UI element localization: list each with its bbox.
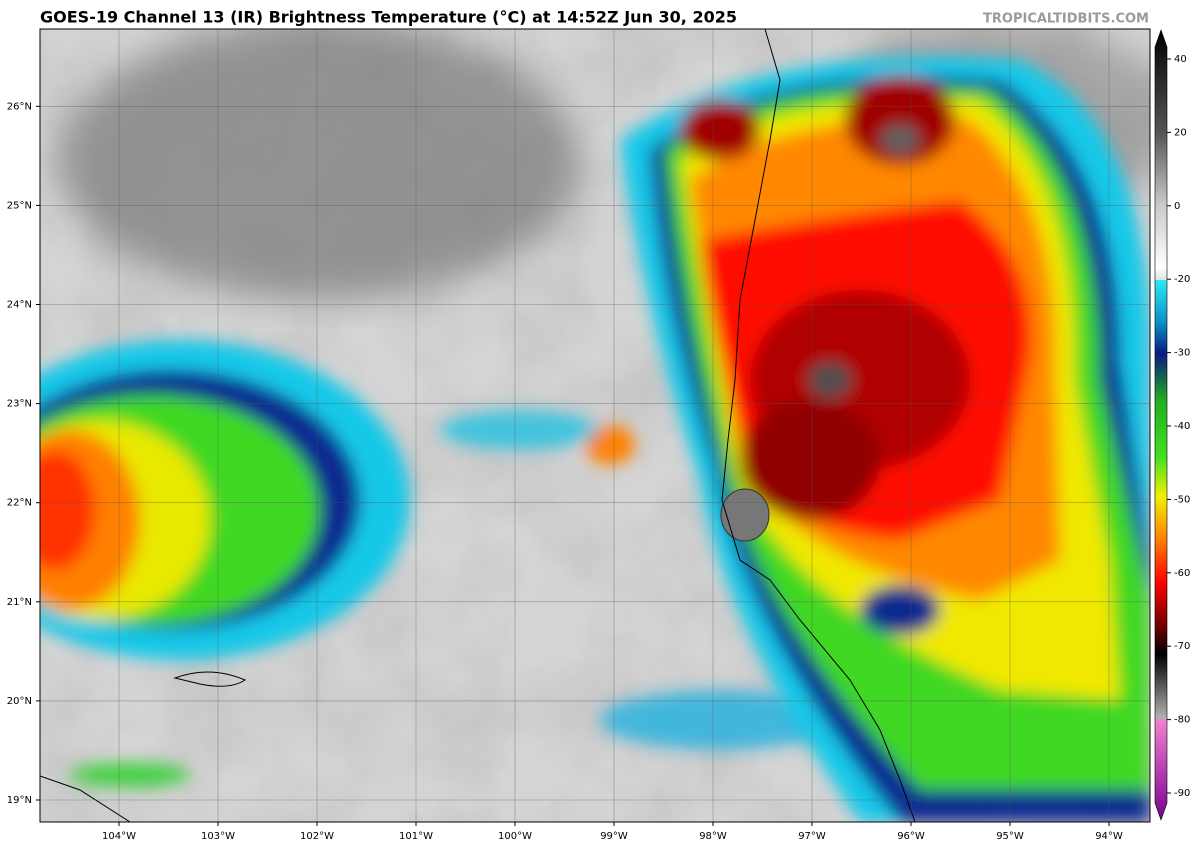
colorbar-label: -90: [1174, 788, 1190, 799]
lon-label: 97°W: [798, 831, 826, 842]
lon-label: 94°W: [1095, 831, 1123, 842]
colorbar-label: -30: [1174, 348, 1190, 359]
colorbar-label: -40: [1174, 421, 1190, 432]
colorbar-label: 20: [1174, 127, 1187, 138]
lat-label: 25°N: [7, 200, 32, 211]
colorbar-label: -70: [1174, 641, 1190, 652]
colorbar-label: 40: [1174, 54, 1187, 65]
lon-label: 101°W: [399, 831, 433, 842]
colorbar-label: 0: [1174, 201, 1180, 212]
colorbar: [1154, 29, 1168, 821]
lat-label: 19°N: [7, 795, 32, 806]
lat-label: 20°N: [7, 696, 32, 707]
colorbar-label: -60: [1174, 568, 1190, 579]
lon-label: 102°W: [300, 831, 334, 842]
watermark: TROPICALTIDBITS.COM: [983, 12, 1149, 27]
colorbar-label: -20: [1174, 274, 1190, 285]
overshooting-top: [720, 488, 770, 542]
lat-label: 26°N: [7, 101, 32, 112]
lon-label: 98°W: [699, 831, 727, 842]
graticule: [40, 29, 1150, 822]
coastline: [40, 775, 131, 822]
lon-label: 103°W: [201, 831, 235, 842]
lon-label: 99°W: [600, 831, 628, 842]
map-frame: [39, 28, 1151, 823]
colorbar-label: -80: [1174, 715, 1190, 726]
lon-label: 104°W: [102, 831, 136, 842]
colorbar-label: -50: [1174, 494, 1190, 505]
satellite-imagery: [40, 29, 1150, 822]
lat-label: 21°N: [7, 597, 32, 608]
lat-label: 24°N: [7, 300, 32, 311]
lon-label: 96°W: [897, 831, 925, 842]
lat-label: 23°N: [7, 399, 32, 410]
lake-outline: [173, 671, 247, 687]
title: GOES-19 Channel 13 (IR) Brightness Tempe…: [40, 8, 737, 27]
lat-label: 22°N: [7, 498, 32, 509]
coastline: [721, 29, 916, 822]
lon-label: 95°W: [996, 831, 1024, 842]
lon-label: 100°W: [498, 831, 532, 842]
